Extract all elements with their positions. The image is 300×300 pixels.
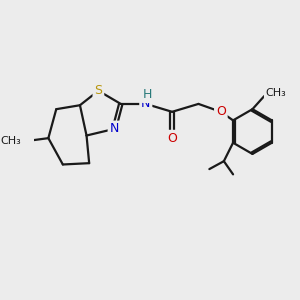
Text: H: H <box>143 88 153 101</box>
Text: N: N <box>141 98 151 110</box>
Text: S: S <box>94 84 102 97</box>
Text: O: O <box>216 105 226 118</box>
Text: CH₃: CH₃ <box>1 136 21 146</box>
Text: N: N <box>110 122 119 135</box>
Text: CH₃: CH₃ <box>266 88 286 98</box>
Text: O: O <box>167 132 177 145</box>
